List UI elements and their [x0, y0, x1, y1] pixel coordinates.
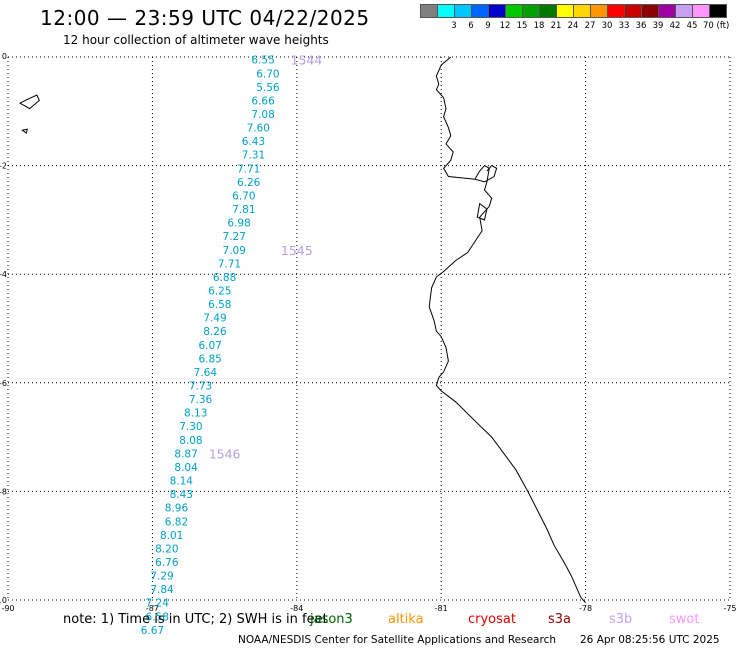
- x-tick-label: -87: [146, 604, 159, 613]
- wave-height-label: 6.76: [155, 557, 179, 569]
- wave-height-label: 6.70: [256, 68, 279, 80]
- time-label: 1544: [291, 53, 323, 68]
- y-tick-label: -4: [0, 270, 7, 279]
- legend-label: 6: [468, 21, 474, 31]
- legend-label: 18: [533, 21, 545, 31]
- legend-label: 36: [635, 21, 647, 31]
- wave-height-label: 6.25: [208, 285, 231, 297]
- legend-label: 21: [550, 21, 562, 31]
- wave-height-label: 6.67: [141, 625, 164, 637]
- wave-height-label: 8.01: [160, 530, 183, 542]
- mission-label: swot: [669, 612, 700, 627]
- coastline: [18, 56, 586, 604]
- time-label: 1545: [281, 243, 313, 258]
- mission-label: s3a: [548, 612, 572, 627]
- wave-height-label: 6.55: [251, 55, 274, 67]
- wave-height-label: 6.70: [232, 190, 255, 202]
- mission-label: jason3: [310, 612, 353, 627]
- galapagos-islet: [21, 128, 28, 134]
- wave-height-label: 6.88: [213, 272, 236, 284]
- wave-height-label: 8.87: [174, 448, 197, 460]
- wave-height-label: 8.20: [155, 543, 178, 555]
- wave-height-label: 6.98: [227, 218, 250, 230]
- coastline-island: [476, 202, 488, 221]
- legend-label: 30: [601, 21, 613, 31]
- legend-swatch: [709, 4, 727, 18]
- x-tick-label: -78: [579, 604, 592, 613]
- legend-label: 15: [516, 21, 528, 31]
- y-tick-label: -8: [0, 487, 7, 496]
- wave-height-label: 7.08: [251, 109, 274, 121]
- wave-height-label: 6.85: [198, 353, 221, 365]
- chart-subtitle: 12 hour collection of altimeter wave hei…: [63, 33, 329, 47]
- satellite-track: 6.556.705.566.667.087.606.437.317.716.26…: [141, 53, 323, 637]
- wave-height-label: 7.73: [189, 381, 212, 393]
- wave-height-label: 7.24: [146, 598, 170, 610]
- legend-label: 42: [669, 21, 681, 31]
- wave-height-label: 7.71: [237, 163, 260, 175]
- wave-height-label: 7.84: [150, 584, 174, 596]
- wave-height-label: 6.43: [242, 136, 265, 148]
- wave-height-label: 6.66: [251, 95, 275, 107]
- legend-label: 45: [686, 21, 698, 31]
- coastline-gulf: [474, 164, 498, 183]
- wave-height-label: 6.82: [165, 516, 188, 528]
- grid-lines: [7, 56, 731, 601]
- wave-height-label: 7.29: [150, 571, 173, 583]
- legend-label: 3: [451, 21, 457, 31]
- x-tick-label: -84: [290, 604, 303, 613]
- legend-label: 9: [485, 21, 491, 31]
- galapagos-island: [18, 94, 40, 110]
- wave-height-label: 6.07: [198, 340, 221, 352]
- wave-height-label: 7.71: [218, 258, 241, 270]
- y-tick-label: -10: [0, 596, 7, 605]
- legend-label: 27: [584, 21, 596, 31]
- wave-height-label: 6.58: [208, 299, 231, 311]
- x-tick-label: -75: [723, 604, 736, 613]
- chart-title: 12:00 — 23:59 UTC 04/22/2025: [40, 6, 370, 30]
- legend-label: 24: [567, 21, 579, 31]
- time-label: 1546: [209, 446, 241, 461]
- legend-label: 39: [652, 21, 664, 31]
- x-tick-label: -81: [435, 604, 448, 613]
- wave-height-label: 6.26: [237, 177, 261, 189]
- wave-height-label: 7.81: [232, 204, 255, 216]
- y-tick-label: 0: [2, 52, 7, 61]
- mission-label: altika: [388, 612, 424, 627]
- y-tick-label: -2: [0, 162, 7, 171]
- axis-ticks: -90 -87 -84 -81 -78 -75 0 -2 -4 -6 -8 -10: [0, 52, 737, 613]
- wave-height-label: 7.30: [179, 421, 202, 433]
- wave-height-label: 5.56: [256, 82, 280, 94]
- coastline-mainland: [428, 56, 586, 604]
- y-tick-label: -6: [0, 379, 7, 388]
- footer-credit: NOAA/NESDIS Center for Satellite Applica…: [238, 634, 556, 646]
- wave-height-label: 7.64: [194, 367, 218, 379]
- x-tick-label: -90: [1, 604, 14, 613]
- mission-label: cryosat: [468, 612, 516, 627]
- wave-height-label: 7.60: [247, 123, 270, 135]
- legend-label: 33: [618, 21, 630, 31]
- mission-label: s3b: [609, 612, 633, 627]
- wave-height-label: 7.36: [189, 394, 213, 406]
- wave-height-label: 8.08: [179, 435, 202, 447]
- wave-height-label: 8.26: [203, 326, 227, 338]
- wave-height-label: 7.27: [223, 231, 246, 243]
- legend-label: 12: [499, 21, 511, 31]
- legend-unit: 70 (ft): [703, 21, 730, 31]
- wave-height-label: 7.31: [242, 150, 265, 162]
- wave-height-label: 8.96: [165, 503, 189, 515]
- footer-timestamp: 26 Apr 08:25:56 UTC 2025: [580, 634, 720, 646]
- wave-height-label: 6.58: [146, 611, 169, 623]
- wave-height-label: 7.09: [223, 245, 246, 257]
- wave-height-label: 8.13: [184, 408, 207, 420]
- wave-height-label: 8.04: [174, 462, 198, 474]
- footer-note: note: 1) Time is in UTC; 2) SWH is in fe…: [63, 612, 328, 627]
- color-legend: 70 (ft) 3 6 9 12 15 18 21 24 27 30 33 36 39 42 45: [420, 4, 730, 36]
- wave-height-label: 8.14: [170, 476, 194, 488]
- wave-height-label: 7.49: [203, 313, 226, 325]
- wave-height-label: 8.43: [170, 489, 193, 501]
